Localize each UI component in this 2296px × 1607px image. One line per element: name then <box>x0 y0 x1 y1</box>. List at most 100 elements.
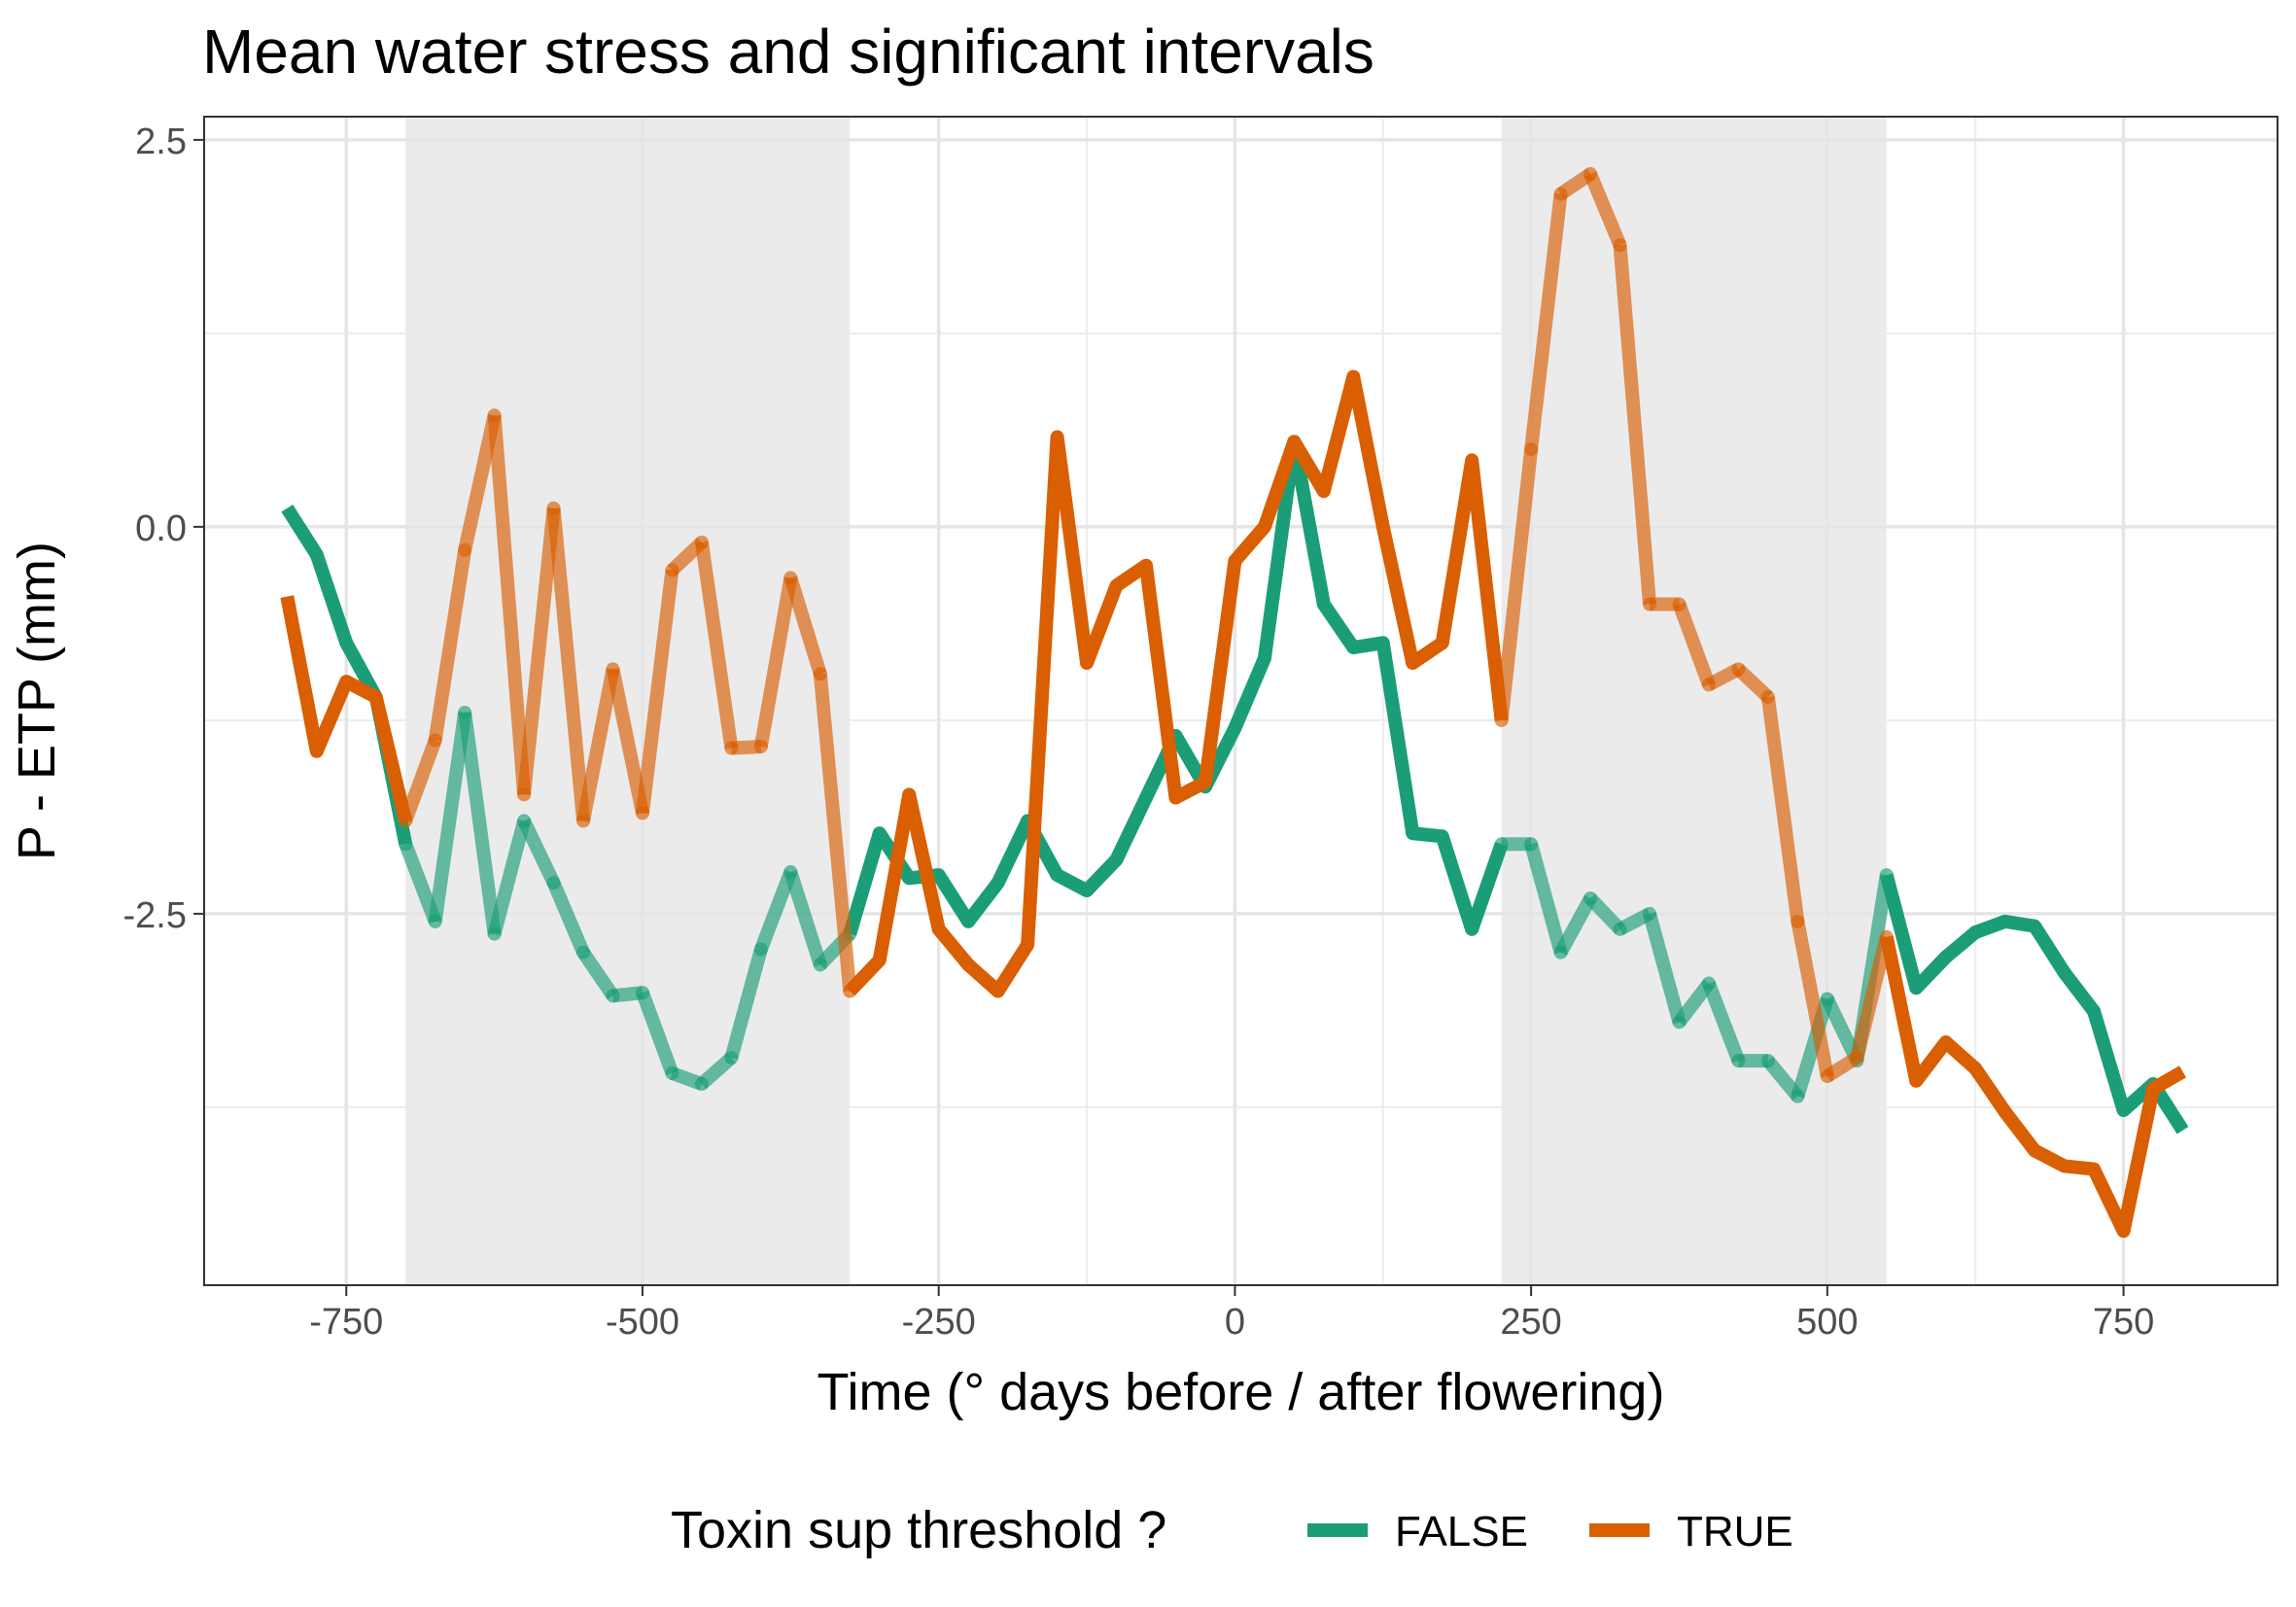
series-segment-false <box>724 947 768 1060</box>
series-joint-false <box>872 826 887 841</box>
series-joint-true <box>991 984 1005 998</box>
x-tick-label: -750 <box>309 1302 383 1343</box>
series-joint-true <box>1257 519 1271 534</box>
series-segment-true <box>1465 459 1509 721</box>
series-joint-false <box>1080 884 1095 898</box>
series-segment-true <box>753 576 798 749</box>
series-joint-false <box>665 1066 679 1080</box>
y-axis-title: P - ETP (mm) <box>8 541 66 860</box>
series-joint-true <box>546 501 561 515</box>
series-joint-true <box>1494 713 1509 727</box>
series-segment-false <box>1585 893 1625 934</box>
x-axis: -750 -500 -250 0 250 500 750 <box>309 1285 2154 1343</box>
series-joint-true <box>1731 662 1746 677</box>
series-segment-true <box>1850 935 1894 1060</box>
series-joint-false <box>458 705 472 719</box>
series-joint-true <box>902 787 917 802</box>
series-segment-true <box>517 507 561 796</box>
series-joint-true <box>2116 1224 2131 1239</box>
y-tick-label: 0.0 <box>135 508 187 549</box>
series-segment-true <box>1139 564 1183 799</box>
series-segment-false <box>428 711 472 923</box>
series-joint-true <box>2087 1162 2102 1176</box>
series-joint-true <box>1138 558 1153 573</box>
series-joint-false <box>606 989 620 1003</box>
series-segment-false <box>1257 440 1302 660</box>
series-joint-false <box>1731 1054 1746 1068</box>
series-joint-true <box>1850 1050 1864 1065</box>
series-segment-true <box>1760 696 1805 923</box>
series-segment-false <box>1318 600 1360 652</box>
series-joint-true <box>1524 442 1539 457</box>
series-segment-true <box>1791 920 1834 1078</box>
series-segment-false <box>281 505 323 559</box>
series-joint-false <box>724 1050 739 1065</box>
series-segment-false <box>962 878 1004 926</box>
series-joint-true <box>1287 435 1302 449</box>
series-segment-true <box>1879 935 1924 1083</box>
series-segment-true <box>1317 374 1361 494</box>
series-segment-false <box>1110 794 1153 863</box>
series-joint-false <box>1791 1089 1805 1103</box>
series-joint-false <box>783 864 798 879</box>
series-joint-false <box>1998 914 2012 928</box>
series-joint-true <box>724 741 739 755</box>
series-segment-true <box>1672 602 1716 687</box>
series-segment-false <box>1554 894 1597 957</box>
series-segment-true <box>399 738 442 823</box>
series-joint-false <box>991 876 1005 891</box>
panel-border <box>203 116 2279 1286</box>
series-segment-false <box>1287 440 1331 606</box>
series-segment-true <box>1969 1065 2011 1116</box>
series-joint-false <box>399 837 413 852</box>
series-segment-true <box>1613 244 1656 606</box>
series-joint-true <box>576 814 591 828</box>
series-segment-false <box>1643 912 1687 1025</box>
legend: Toxin sup threshold ? FALSE TRUE <box>671 1501 1793 1559</box>
series-joint-true <box>2028 1143 2042 1158</box>
series-segment-false <box>1880 873 1924 991</box>
series-segment-true <box>1288 437 1330 495</box>
series-segment-true <box>1230 522 1270 566</box>
series-joint-false <box>1820 992 1834 1006</box>
series-joint-true <box>428 733 442 748</box>
series-joint-true <box>694 535 709 549</box>
series-joint-false <box>1138 790 1153 805</box>
legend-label-true: TRUE <box>1677 1508 1793 1555</box>
series-segment-true <box>991 940 1034 996</box>
series-joint-false <box>1375 636 1390 650</box>
series-segment-false <box>1228 655 1271 731</box>
series-segment-true <box>368 695 413 823</box>
series-segment-true <box>487 414 532 795</box>
series-true <box>280 166 2186 1239</box>
series-joint-true <box>1701 678 1716 692</box>
series-joint-false <box>1968 926 1983 940</box>
series-segment-false <box>843 831 887 936</box>
series-joint-true <box>399 814 413 828</box>
series-joint-true <box>1198 775 1212 789</box>
series-joint-true <box>961 958 976 972</box>
series-joint-true <box>1168 790 1183 805</box>
series-segment-false <box>517 818 560 887</box>
series-joint-true <box>1791 914 1805 928</box>
series-segment-true <box>1524 192 1568 451</box>
y-tick-label: -2.5 <box>123 895 187 936</box>
series-joint-false <box>1583 891 1598 905</box>
series-segment-true <box>1080 582 1124 666</box>
series-joint-true <box>1021 937 1035 952</box>
gridlines <box>204 117 2278 1285</box>
series-joint-true <box>1998 1104 2012 1119</box>
series-segment-true <box>310 679 353 754</box>
series-joint-true <box>1760 690 1775 705</box>
series-joint-true <box>517 787 532 802</box>
series-joint-false <box>1316 597 1331 611</box>
x-tick-label: 500 <box>1796 1302 1858 1343</box>
series-joint-true <box>1109 578 1124 593</box>
series-joint-true <box>813 667 827 681</box>
significant-interval <box>405 117 851 1285</box>
series-segment-false <box>1673 979 1715 1027</box>
series-segment-true <box>280 595 324 753</box>
series-joint-false <box>1109 853 1124 867</box>
series-joint-true <box>1465 453 1479 468</box>
series-joint-false <box>1613 922 1627 936</box>
